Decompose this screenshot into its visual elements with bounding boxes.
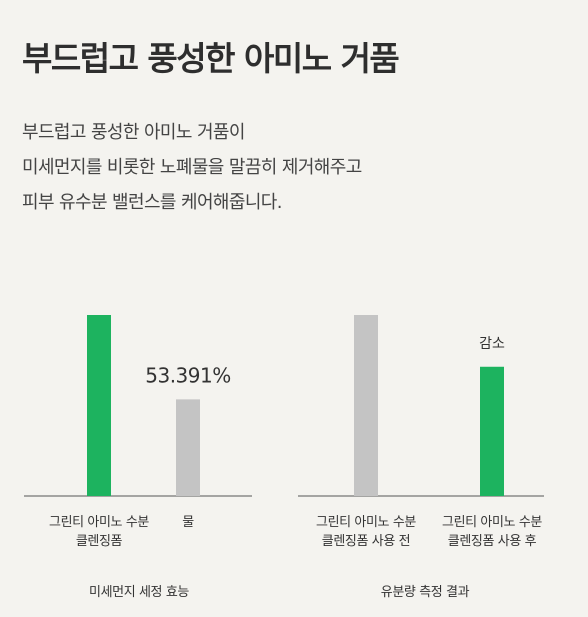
chart-2-bar-1 [354,315,378,496]
description-line-3: 피부 유수분 밸런스를 케어해줍니다. [22,192,282,213]
chart-1-category-label-1-line-2: 클렌징폼 [76,534,123,549]
chart-2-title: 유분량 측정 결과 [381,585,470,600]
chart-2-data-label-2: 감소 [479,336,505,352]
chart-1-title: 미세먼지 세정 효능 [89,585,189,600]
chart-2-category-label-1-line-2: 클렌징폼 사용 전 [322,534,410,549]
chart-1-category-label-2-line-1: 물 [182,515,194,530]
chart-2-category-label-2-line-1: 그린티 아미노 수분 [442,515,542,530]
page-title: 부드럽고 풍성한 아미노 거품 [22,39,400,78]
chart-2-bar-2 [480,366,504,496]
chart-1-bar-2 [176,399,200,496]
chart-1-bar-1 [87,315,111,496]
chart-1-data-label-2: 53.391% [145,363,230,387]
description-line-1: 부드럽고 풍성한 아미노 거품이 [22,122,245,143]
chart-2-category-label-1-line-1: 그린티 아미노 수분 [316,515,416,530]
description-line-2: 미세먼지를 비롯한 노폐물을 말끔히 제거해주고 [22,157,362,178]
chart-2-category-label-2-line-2: 클렌징폼 사용 후 [448,534,537,549]
description: 부드럽고 풍성한 아미노 거품이 미세먼지를 비롯한 노폐물을 말끔히 제거해주… [22,115,362,220]
chart-1-category-label-1-line-1: 그린티 아미노 수분 [49,515,149,530]
